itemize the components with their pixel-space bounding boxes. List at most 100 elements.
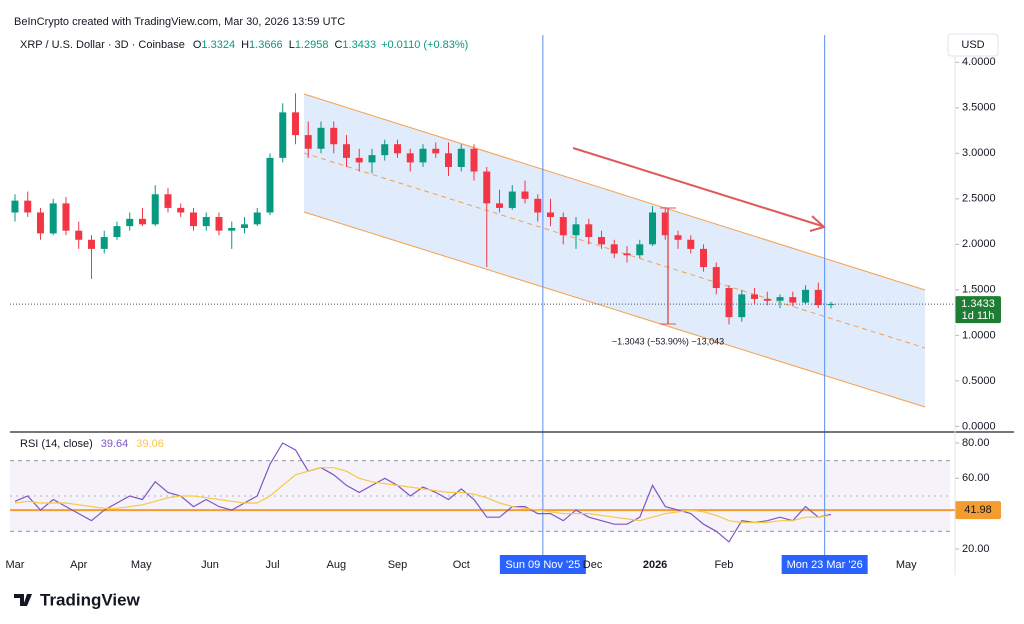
candle-body (304, 135, 312, 149)
candle-body (457, 148, 465, 167)
ohlc-value: 1.3666 (249, 39, 283, 51)
candle-body (330, 127, 338, 145)
candle-body (521, 191, 529, 199)
rsi-line (14, 467, 832, 524)
candle-body (126, 218, 134, 227)
candle-body (789, 297, 797, 303)
y-tick-label: 2.5000 (962, 193, 996, 205)
candle-body (687, 239, 695, 249)
candle-body (240, 224, 248, 228)
candle-body (700, 248, 708, 268)
y-tick-label: 3.0000 (962, 147, 996, 159)
trend-arrow (572, 147, 823, 227)
ohlc-label: C (334, 39, 342, 51)
candle-body (381, 144, 389, 156)
candle-body (11, 200, 19, 213)
candle-body (470, 148, 478, 172)
candle-body (712, 267, 720, 289)
candle-body (636, 244, 644, 256)
candle-body (559, 217, 567, 236)
candle-body (342, 144, 350, 158)
last-price-label: 1.3433 (961, 298, 995, 310)
candle-body (87, 239, 95, 249)
candle-body (674, 235, 682, 240)
last-price-tag (955, 296, 1001, 324)
candle-body (738, 294, 746, 318)
y-tick-label: 0.0000 (962, 420, 996, 432)
x-tick-label: Jul (266, 559, 280, 571)
x-tick-highlight (499, 555, 586, 574)
candle-body (751, 294, 759, 299)
candle-body (445, 153, 453, 167)
candle-body (827, 304, 835, 306)
candle-body (572, 224, 580, 236)
rsi-title: RSI (14, close) (20, 438, 93, 450)
candle-body (649, 212, 657, 245)
x-tick-label: Mon 23 Mar '26 (787, 559, 863, 571)
candle-body (228, 227, 236, 231)
y-tick-label: 1.0000 (962, 329, 996, 341)
x-tick-label: Oct (453, 559, 470, 571)
y-tick-label: 4.0000 (962, 56, 996, 68)
x-tick-highlight (781, 555, 868, 574)
candle-body (394, 144, 402, 154)
ohlc-label: L (289, 39, 295, 51)
rsi-y-tick-label: 20.00 (962, 543, 990, 555)
currency: USD (961, 39, 984, 51)
x-tick-label: Sun 09 Nov '25 (505, 559, 580, 571)
trend-arrow-head (809, 215, 826, 232)
candle-body (802, 289, 810, 303)
x-tick-label: Jun (201, 559, 219, 571)
candle-body (100, 237, 108, 249)
candle-body (75, 230, 83, 240)
x-tick-label: Dec (583, 559, 603, 571)
candle-body (266, 157, 274, 213)
candle-body (202, 217, 210, 227)
countdown: 1d 11h (962, 310, 995, 322)
candle-body (177, 207, 185, 213)
x-tick-label: Apr (70, 559, 87, 571)
x-tick-label: 2026 (643, 559, 667, 571)
y-tick-label: 3.5000 (962, 102, 996, 114)
hline-tag (955, 501, 1001, 520)
symbol-title: XRP / U.S. Dollar · 3D · Coinbase (20, 39, 185, 51)
candle-body (291, 112, 299, 136)
candle-body (164, 194, 172, 208)
candle-body (661, 212, 669, 236)
candle-body (776, 297, 784, 301)
x-tick-label: May (896, 559, 917, 571)
brand: TradingView (40, 590, 141, 609)
x-tick-label: Mar (5, 559, 24, 571)
candle-body (419, 148, 427, 163)
candle-body (432, 148, 440, 154)
candle-body (508, 191, 516, 208)
candle-body (253, 212, 261, 225)
candle-body (547, 212, 555, 218)
rsi-value: 39.06 (136, 438, 164, 450)
candle-body (138, 218, 146, 225)
candle-body (496, 203, 504, 208)
x-tick-label: Sep (388, 559, 408, 571)
candle-body (368, 155, 376, 163)
y-tick-label: 0.5000 (962, 375, 996, 387)
rsi-legend: RSI (14, close) 39.64 39.06 (20, 438, 164, 450)
credit: BeInCrypto created with TradingView.com,… (14, 16, 345, 28)
candle-body (317, 127, 325, 149)
y-tick-label: 1.5000 (962, 284, 996, 296)
price-legend: XRP / U.S. Dollar · 3D · Coinbase O1.3324… (20, 39, 468, 51)
candle-body (49, 203, 57, 234)
candle-body (189, 212, 197, 227)
candle-body (814, 289, 822, 306)
channel-lower (303, 211, 926, 408)
candle-body (483, 171, 491, 204)
candle-body (406, 153, 414, 163)
candle-body (585, 224, 593, 238)
candle-body (623, 253, 631, 256)
candle-body (610, 244, 618, 254)
candle-body (113, 226, 121, 238)
candle-body (279, 112, 287, 158)
ohlc-value: 1.3324 (201, 39, 235, 51)
y-tick-label: 2.0000 (962, 238, 996, 250)
ohlc-label: H (241, 39, 249, 51)
